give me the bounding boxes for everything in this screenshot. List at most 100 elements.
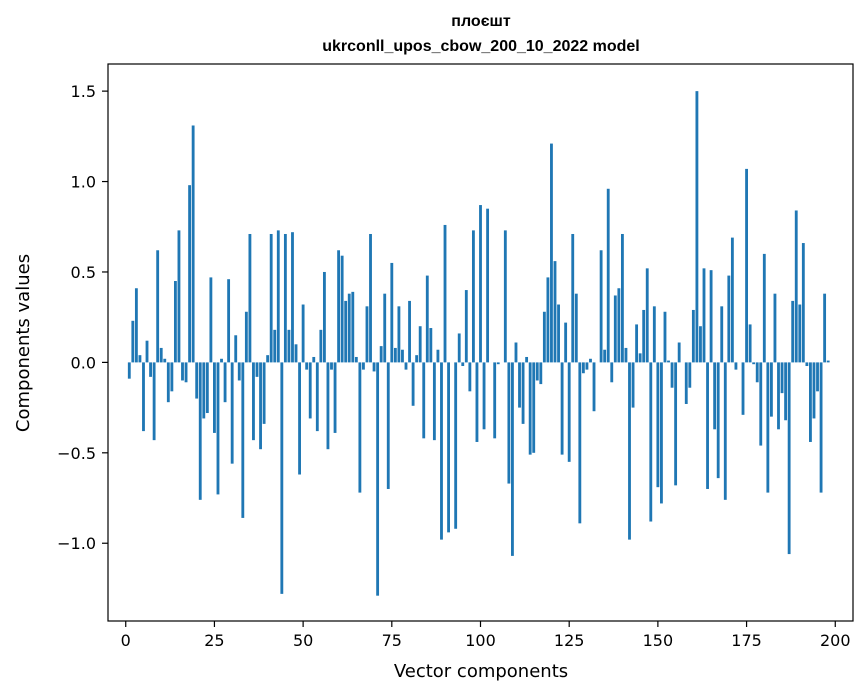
bar-46 (287, 329, 291, 363)
bar-36 (252, 362, 255, 441)
bar-193 (809, 362, 812, 442)
bar-144 (635, 324, 639, 363)
bar-140 (620, 233, 624, 363)
bar-58 (330, 362, 333, 370)
bars-group (127, 91, 830, 596)
bar-79 (404, 362, 408, 370)
bar-50 (301, 304, 305, 363)
bar-195 (816, 362, 819, 392)
bar-101 (482, 362, 486, 430)
bar-158 (684, 362, 688, 404)
bar-159 (688, 362, 692, 388)
bar-137 (610, 362, 614, 383)
bar-100 (479, 205, 482, 363)
bar-28 (223, 362, 227, 403)
bar-117 (539, 362, 543, 385)
bar-183 (773, 293, 777, 363)
x-tick-label: 175 (731, 631, 762, 650)
bar-191 (801, 243, 805, 363)
bar-174 (741, 362, 745, 415)
bar-19 (191, 125, 195, 363)
bar-130 (585, 362, 589, 370)
bar-97 (468, 362, 472, 392)
bar-164 (706, 362, 709, 489)
bar-135 (603, 349, 607, 363)
bar-57 (326, 362, 330, 450)
bar-85 (425, 275, 429, 363)
bar-20 (195, 362, 199, 399)
y-tick-label: −0.5 (57, 444, 96, 463)
bar-82 (415, 355, 419, 363)
bar-162 (699, 326, 702, 363)
plot-frame (107, 63, 854, 622)
bar-93 (454, 362, 458, 529)
x-tick-label: 200 (820, 631, 851, 650)
bar-145 (638, 353, 642, 363)
bar-99 (475, 362, 479, 442)
bar-59 (333, 362, 337, 433)
x-tick-label: 75 (382, 631, 402, 650)
bar-2 (131, 320, 135, 363)
bar-3 (134, 288, 138, 363)
bar-38 (259, 362, 262, 450)
bar-22 (202, 362, 206, 419)
bar-154 (670, 362, 674, 388)
bar-91 (447, 362, 450, 533)
bar-61 (340, 255, 344, 363)
bar-172 (734, 362, 738, 370)
bar-49 (298, 362, 301, 475)
bar-198 (826, 360, 830, 363)
y-tick-label: −1.0 (57, 534, 96, 553)
bar-84 (422, 362, 426, 439)
bar-167 (716, 362, 720, 479)
bar-194 (812, 362, 816, 419)
bar-42 (273, 329, 277, 363)
bar-138 (613, 295, 617, 363)
x-tick-label: 0 (121, 631, 131, 650)
bar-176 (748, 324, 752, 363)
bar-132 (592, 362, 596, 412)
bar-55 (319, 329, 323, 363)
bar-45 (283, 233, 287, 363)
bar-86 (429, 328, 433, 363)
bar-94 (457, 333, 461, 363)
bar-125 (567, 362, 571, 462)
bar-155 (674, 362, 678, 486)
bar-90 (443, 224, 447, 363)
bar-63 (347, 293, 351, 363)
bar-119 (546, 277, 550, 363)
bar-153 (667, 360, 670, 363)
bar-4 (138, 355, 142, 363)
bar-118 (542, 311, 546, 363)
bar-109 (511, 362, 514, 556)
bar-127 (574, 293, 578, 363)
bar-21 (198, 362, 202, 500)
bar-52 (308, 362, 312, 419)
bar-8 (152, 362, 156, 441)
bar-87 (432, 362, 436, 441)
bar-47 (291, 232, 294, 363)
bar-149 (652, 306, 656, 363)
chart-subtitle: ukrconll_upos_cbow_200_10_2022 model (322, 38, 639, 55)
bar-39 (262, 362, 266, 424)
bar-148 (649, 362, 653, 522)
bar-7 (149, 362, 152, 377)
bar-32 (237, 362, 241, 381)
bar-51 (305, 362, 309, 370)
bar-67 (362, 362, 365, 370)
chart-title: плоєшт (451, 13, 511, 30)
bar-152 (663, 311, 667, 363)
bar-83 (418, 326, 422, 363)
x-tick-label: 100 (465, 631, 496, 650)
bar-27 (220, 358, 223, 363)
bar-180 (762, 253, 766, 363)
bar-139 (617, 288, 621, 363)
bar-166 (713, 362, 717, 430)
bar-16 (181, 362, 184, 381)
bar-76 (393, 347, 397, 363)
bar-62 (344, 300, 348, 363)
bar-5 (142, 362, 145, 432)
bar-141 (624, 347, 628, 363)
bar-34 (244, 311, 248, 363)
